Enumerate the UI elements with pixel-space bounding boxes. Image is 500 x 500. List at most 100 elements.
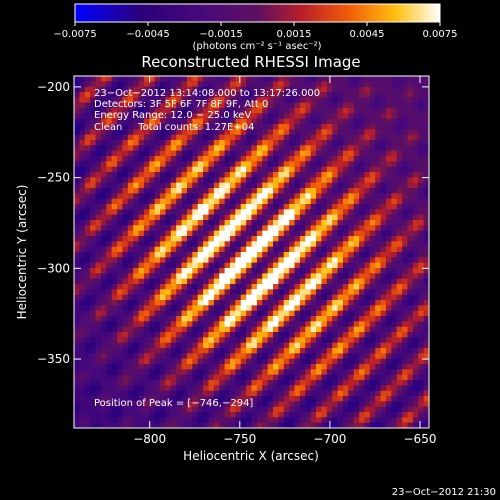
heatmap-cell	[396, 134, 403, 141]
heatmap-cell	[170, 316, 177, 322]
heatmap-cell	[396, 161, 403, 168]
heatmap-cell	[396, 140, 403, 146]
heatmap-cell	[138, 348, 145, 354]
heatmap-cell	[375, 230, 382, 237]
heatmap-cell	[154, 166, 161, 173]
heatmap-cell	[299, 209, 306, 216]
heatmap-cell	[197, 230, 204, 237]
heatmap-cell	[299, 129, 306, 136]
heatmap-cell	[364, 396, 371, 402]
heatmap-cell	[337, 337, 344, 344]
heatmap-cell	[369, 278, 376, 285]
heatmap-cell	[213, 364, 220, 370]
heatmap-cell	[418, 241, 425, 248]
heatmap-cell	[423, 316, 429, 322]
heatmap-cell	[348, 396, 355, 402]
heatmap-cell	[396, 401, 403, 408]
heatmap-cell	[256, 268, 263, 274]
heatmap-cell	[154, 353, 161, 360]
heatmap-cell	[418, 353, 425, 360]
heatmap-cell	[154, 81, 161, 88]
heatmap-cell	[170, 214, 177, 221]
heatmap-cell	[332, 129, 339, 136]
heatmap-cell	[326, 81, 333, 88]
heatmap-cell	[310, 209, 317, 216]
heatmap-cell	[326, 230, 333, 237]
heatmap-cell	[326, 150, 333, 157]
heatmap-cell	[203, 422, 210, 428]
heatmap-cell	[165, 332, 172, 338]
heatmap-cell	[353, 316, 360, 322]
heatmap-cell	[192, 214, 199, 221]
heatmap-cell	[316, 342, 323, 349]
heatmap-cell	[380, 102, 387, 109]
heatmap-cell	[143, 246, 150, 253]
heatmap-cell	[106, 140, 113, 146]
heatmap-cell	[186, 129, 193, 136]
heatmap-cell	[348, 316, 355, 322]
heatmap-cell	[149, 124, 156, 130]
heatmap-cell	[418, 76, 425, 82]
heatmap-cell	[79, 236, 86, 242]
heatmap-cell	[197, 278, 204, 285]
heatmap-cell	[186, 97, 193, 104]
heatmap-cell	[337, 86, 344, 93]
heatmap-cell	[316, 172, 323, 178]
heatmap-cell	[267, 310, 274, 317]
heatmap-cell	[256, 188, 263, 194]
heatmap-cell	[273, 230, 279, 237]
heatmap-cell	[402, 273, 409, 280]
heatmap-cell	[170, 321, 177, 328]
heatmap-cell	[165, 422, 172, 428]
heatmap-cell	[267, 92, 274, 98]
heatmap-cell	[418, 348, 425, 354]
heatmap-cell	[289, 145, 296, 152]
heatmap-cell	[100, 369, 107, 376]
heatmap-cell	[95, 220, 102, 226]
heatmap-cell	[106, 236, 113, 242]
heatmap-cell	[84, 364, 91, 370]
heatmap-cell	[133, 369, 140, 376]
heatmap-cell	[100, 412, 107, 418]
heatmap-cell	[84, 166, 91, 173]
heatmap-cell	[138, 412, 145, 418]
heatmap-cell	[84, 337, 91, 344]
heatmap-cell	[138, 332, 145, 338]
heatmap-cell	[208, 332, 215, 338]
heatmap-cell	[326, 134, 333, 141]
heatmap-cell	[84, 273, 91, 280]
heatmap-cell	[326, 182, 333, 189]
heatmap-cell	[273, 145, 279, 152]
heatmap-cell	[229, 220, 236, 226]
heatmap-cell	[262, 236, 269, 242]
heatmap-cell	[407, 321, 414, 328]
annotation-time-range: 23−Oct−2012 13:14:08.000 to 13:17:26.000	[94, 88, 320, 99]
heatmap-cell	[127, 97, 134, 104]
heatmap-cell	[229, 182, 236, 189]
heatmap-cell	[267, 316, 274, 322]
heatmap-cell	[402, 129, 409, 136]
heatmap-cell	[224, 310, 231, 317]
heatmap-cell	[122, 161, 129, 168]
heatmap-cell	[337, 225, 344, 232]
heatmap-cell	[213, 220, 220, 226]
heatmap-cell	[170, 294, 177, 301]
heatmap-cell	[391, 177, 398, 184]
heatmap-cell	[122, 278, 129, 285]
heatmap-cell	[283, 161, 290, 168]
heatmap-cell	[149, 268, 156, 274]
heatmap-cell	[385, 161, 392, 168]
heatmap-cell	[197, 145, 204, 152]
heatmap-cell	[186, 353, 193, 360]
heatmap-cell	[213, 300, 220, 306]
heatmap-cell	[251, 342, 258, 349]
heatmap-cell	[143, 113, 150, 120]
heatmap-cell	[186, 246, 193, 253]
heatmap-cell	[305, 353, 312, 360]
heatmap-cell	[273, 385, 279, 392]
heatmap-cell	[181, 214, 188, 221]
heatmap-cell	[133, 289, 140, 296]
heatmap-cell	[326, 257, 333, 264]
heatmap-cell	[375, 172, 382, 178]
heatmap-cell	[359, 241, 366, 248]
